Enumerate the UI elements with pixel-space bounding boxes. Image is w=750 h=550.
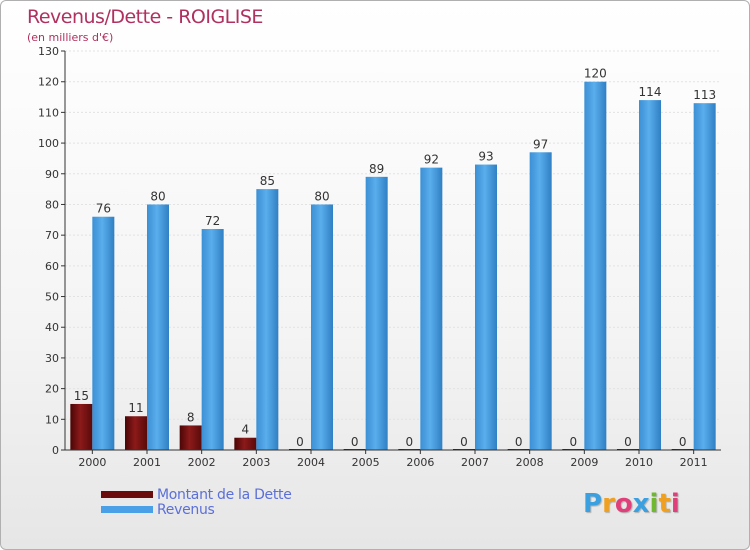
y-tick-label: 40 (45, 321, 59, 334)
data-label-revenus: 120 (584, 67, 607, 81)
y-tick-label: 50 (45, 291, 59, 304)
bar-revenus (693, 103, 716, 450)
data-label-revenus: 80 (150, 189, 165, 203)
bar-revenus (420, 167, 443, 450)
bar-debt (125, 416, 147, 450)
data-label-debt: 8 (187, 410, 195, 424)
x-tick-label: 2011 (680, 456, 708, 469)
bar-revenus (201, 229, 224, 450)
y-tick-label: 90 (45, 168, 59, 181)
data-label-revenus: 76 (96, 202, 111, 216)
y-tick-label: 10 (45, 413, 59, 426)
logo-letter: P (583, 489, 603, 519)
x-tick-label: 2007 (461, 456, 489, 469)
data-label-debt: 0 (515, 435, 523, 449)
chart-title: Revenus/Dette - ROIGLISE (27, 6, 263, 28)
logo-letter: o (614, 489, 633, 519)
logo-letter: r (602, 489, 615, 519)
proxiti-logo: Proxiti (583, 489, 680, 519)
y-tick-label: 30 (45, 352, 59, 365)
x-tick-label: 2003 (242, 456, 270, 469)
x-tick-label: 2010 (625, 456, 653, 469)
x-tick-label: 2006 (406, 456, 434, 469)
y-tick-label: 70 (45, 229, 59, 242)
data-label-debt: 0 (351, 435, 359, 449)
y-tick-label: 60 (45, 260, 59, 273)
bar-debt (179, 425, 202, 450)
bar-revenus (92, 216, 115, 450)
data-label-debt: 0 (406, 435, 414, 449)
y-tick-label: 80 (45, 198, 59, 211)
x-tick-label: 2008 (516, 456, 544, 469)
data-label-revenus: 72 (205, 214, 220, 228)
logo-letter: t (658, 489, 671, 519)
y-tick-label: 110 (38, 106, 59, 119)
data-label-debt: 0 (679, 435, 687, 449)
y-tick-label: 20 (45, 383, 59, 396)
legend-swatch-dette (101, 491, 153, 498)
bar-debt (70, 403, 93, 450)
y-tick-label: 120 (38, 76, 59, 89)
logo-letter: i (649, 489, 659, 519)
x-tick-label: 2000 (78, 456, 106, 469)
bar-revenus (639, 100, 661, 450)
x-tick-label: 2001 (133, 456, 161, 469)
data-label-debt: 0 (296, 435, 304, 449)
legend-label-dette: Montant de la Dette (157, 487, 292, 503)
bar-revenus (365, 176, 388, 451)
data-label-revenus: 80 (314, 189, 329, 203)
bar-revenus (256, 189, 279, 450)
y-tick-label: 130 (38, 45, 59, 58)
data-label-debt: 0 (460, 435, 468, 449)
x-tick-label: 2004 (297, 456, 325, 469)
legend-label-revenus: Revenus (157, 502, 215, 518)
x-tick-label: 2005 (352, 456, 380, 469)
bar-debt (234, 437, 257, 450)
x-tick-label: 2002 (188, 456, 216, 469)
y-tick-label: 0 (52, 444, 59, 457)
y-tick-label: 100 (38, 137, 59, 150)
data-label-revenus: 114 (639, 85, 662, 99)
bar-revenus (475, 164, 497, 451)
data-label-debt: 15 (74, 389, 89, 403)
data-label-debt: 11 (128, 401, 143, 415)
data-label-revenus: 92 (424, 153, 439, 167)
legend-swatch-revenus (101, 506, 153, 513)
data-label-revenus: 89 (369, 162, 384, 176)
x-tick-label: 2009 (570, 456, 598, 469)
logo-letter: x (632, 489, 650, 519)
bar-revenus (147, 204, 169, 450)
bar-revenus (311, 204, 333, 450)
data-label-debt: 4 (242, 423, 250, 437)
chart-subtitle: (en milliers d'€) (27, 31, 114, 44)
data-label-debt: 0 (570, 435, 578, 449)
bar-revenus (584, 81, 607, 450)
data-label-revenus: 113 (693, 88, 716, 102)
data-label-debt: 0 (624, 435, 632, 449)
data-label-revenus: 85 (260, 174, 275, 188)
data-label-revenus: 97 (533, 137, 548, 151)
logo-letter: i (670, 489, 680, 519)
bar-revenus (529, 152, 552, 451)
data-label-revenus: 93 (478, 150, 493, 164)
